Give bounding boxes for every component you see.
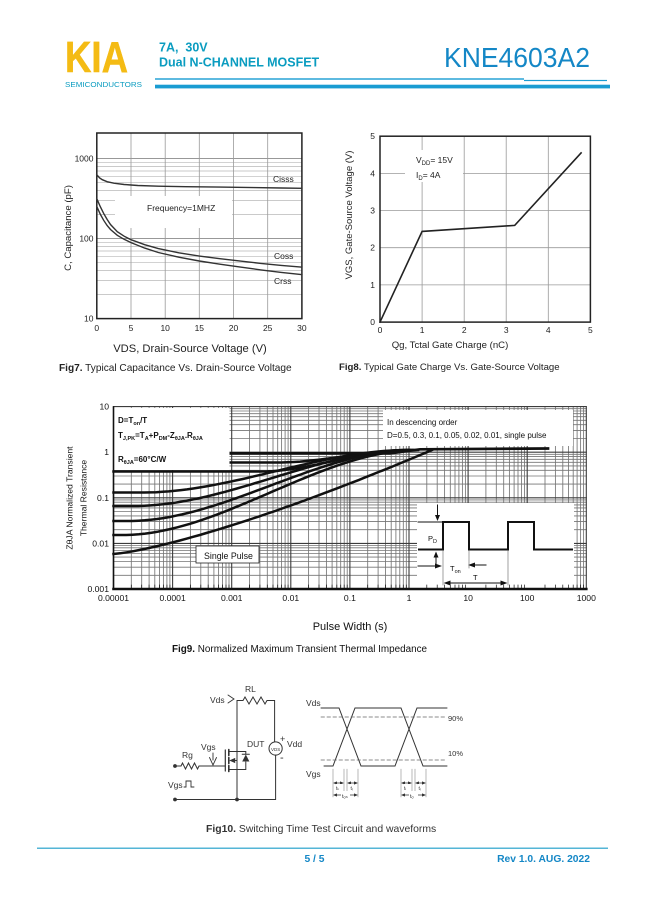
svg-text:tᵣ: tᵣ — [351, 786, 354, 792]
svg-text:Rev 1.0. AUG. 2022: Rev 1.0. AUG. 2022 — [497, 854, 590, 865]
svg-text:2: 2 — [370, 243, 375, 253]
svg-text:TJ,PK=TA+PDM-ZθJA.RθJA: TJ,PK=TA+PDM-ZθJA.RθJA — [118, 431, 203, 442]
svg-text:1: 1 — [104, 447, 109, 457]
svg-text:tₗ: tₗ — [404, 786, 406, 792]
svg-text:10%: 10% — [448, 749, 463, 758]
svg-text:3: 3 — [370, 206, 375, 216]
svg-text:Cisss: Cisss — [273, 174, 294, 184]
svg-text:0.01: 0.01 — [282, 593, 299, 603]
svg-text:0: 0 — [94, 323, 99, 333]
svg-text:DUT: DUT — [247, 739, 264, 749]
svg-text:+: + — [280, 734, 285, 744]
svg-text:Fig7. Typical Capacitance Vs.: Fig7. Typical Capacitance Vs. Drain-Sour… — [59, 363, 292, 374]
svg-text:-: - — [280, 752, 284, 764]
svg-text:15: 15 — [195, 323, 205, 333]
svg-text:ID= 4A: ID= 4A — [416, 170, 441, 182]
svg-text:KNE4603A2: KNE4603A2 — [444, 42, 590, 73]
svg-text:0.0001: 0.0001 — [159, 593, 186, 603]
svg-text:KIA: KIA — [65, 33, 128, 82]
svg-text:0.00001: 0.00001 — [98, 593, 129, 603]
svg-text:VDS, Drain-Source Voltage (V): VDS, Drain-Source Voltage (V) — [113, 343, 267, 355]
svg-text:Thermal Resistance: Thermal Resistance — [79, 460, 89, 537]
svg-text:Fig10. Switching Time Test Cir: Fig10. Switching Time Test Circuit and w… — [206, 824, 436, 835]
svg-text:Crss: Crss — [274, 276, 291, 286]
svg-text:0.001: 0.001 — [221, 593, 243, 603]
svg-text:tₒₙ: tₒₙ — [342, 794, 349, 800]
svg-text:5: 5 — [588, 325, 593, 335]
svg-text:D=Ton/T: D=Ton/T — [118, 416, 147, 427]
svg-text:7A, 30V: 7A, 30V — [159, 41, 208, 55]
svg-text:0.1: 0.1 — [97, 493, 109, 503]
svg-text:100: 100 — [79, 234, 93, 244]
svg-text:Vgs: Vgs — [168, 780, 183, 790]
svg-text:1: 1 — [370, 280, 375, 290]
svg-text:Qg, Tctal Gate Charge (nC): Qg, Tctal Gate Charge (nC) — [392, 340, 509, 351]
svg-text:0.1: 0.1 — [344, 593, 356, 603]
svg-text:Coss: Coss — [274, 251, 293, 261]
svg-text:Vds: Vds — [306, 698, 321, 708]
svg-text:5 / 5: 5 / 5 — [304, 854, 324, 865]
svg-text:10: 10 — [84, 314, 94, 324]
svg-text:In descencing order: In descencing order — [387, 418, 458, 427]
svg-text:RθJA=60°C/W: RθJA=60°C/W — [118, 455, 167, 466]
svg-text:Rg: Rg — [182, 750, 193, 760]
svg-text:SEMICONDUCTORS: SEMICONDUCTORS — [65, 80, 142, 89]
svg-text:5: 5 — [370, 131, 375, 141]
svg-text:25: 25 — [263, 323, 273, 333]
svg-text:1: 1 — [420, 325, 425, 335]
svg-text:10: 10 — [99, 402, 109, 412]
svg-text:ZθJA Normalized Transient: ZθJA Normalized Transient — [65, 446, 75, 550]
svg-text:tₖ: tₖ — [336, 786, 340, 792]
svg-text:Fig9. Normalized Maximum Trans: Fig9. Normalized Maximum Transient Therm… — [172, 644, 428, 655]
svg-text:1000: 1000 — [577, 593, 596, 603]
svg-text:30: 30 — [297, 323, 307, 333]
svg-text:1: 1 — [407, 593, 412, 603]
svg-text:Vgs: Vgs — [201, 742, 216, 752]
svg-text:0: 0 — [378, 325, 383, 335]
svg-text:RL: RL — [245, 684, 256, 694]
svg-text:T: T — [473, 573, 478, 582]
svg-text:10: 10 — [160, 323, 170, 333]
svg-text:4: 4 — [370, 168, 375, 178]
svg-text:VDS: VDS — [271, 747, 280, 752]
svg-text:20: 20 — [229, 323, 239, 333]
svg-text:90%: 90% — [448, 714, 463, 723]
svg-text:1000: 1000 — [75, 154, 94, 164]
svg-text:Vgs: Vgs — [306, 769, 321, 779]
svg-text:Fig8. Typical Gate Charge Vs.: Fig8. Typical Gate Charge Vs. Gate-Sourc… — [339, 362, 560, 373]
svg-text:0.001: 0.001 — [87, 584, 109, 594]
svg-text:Dual N-CHANNEL MOSFET: Dual N-CHANNEL MOSFET — [159, 56, 320, 70]
svg-text:3: 3 — [504, 325, 509, 335]
svg-text:Frequency=1MHZ: Frequency=1MHZ — [147, 203, 215, 213]
svg-text:Vdd: Vdd — [287, 739, 302, 749]
svg-text:VGS, Gate-Source Voltage (V): VGS, Gate-Source Voltage (V) — [344, 151, 355, 280]
svg-text:Single Pulse: Single Pulse — [204, 551, 253, 561]
svg-text:0: 0 — [370, 317, 375, 327]
svg-text:D=0.5, 0.3, 0.1, 0.05, 0.02, 0: D=0.5, 0.3, 0.1, 0.05, 0.02, 0.01, singl… — [387, 431, 547, 440]
svg-text:Vds: Vds — [210, 695, 225, 705]
svg-text:Pulse Width (s): Pulse Width (s) — [313, 621, 388, 633]
svg-text:tᵢ: tᵢ — [419, 786, 421, 792]
svg-text:2: 2 — [462, 325, 467, 335]
svg-text:Ton: Ton — [450, 564, 461, 575]
svg-text:10: 10 — [463, 593, 473, 603]
svg-text:100: 100 — [520, 593, 535, 603]
svg-text:PD: PD — [428, 534, 437, 545]
svg-text:4: 4 — [546, 325, 551, 335]
svg-text:C, Capacitance (pF): C, Capacitance (pF) — [63, 185, 74, 271]
svg-text:tₒ: tₒ — [410, 794, 414, 800]
svg-text:5: 5 — [129, 323, 134, 333]
svg-text:0.01: 0.01 — [92, 538, 109, 548]
